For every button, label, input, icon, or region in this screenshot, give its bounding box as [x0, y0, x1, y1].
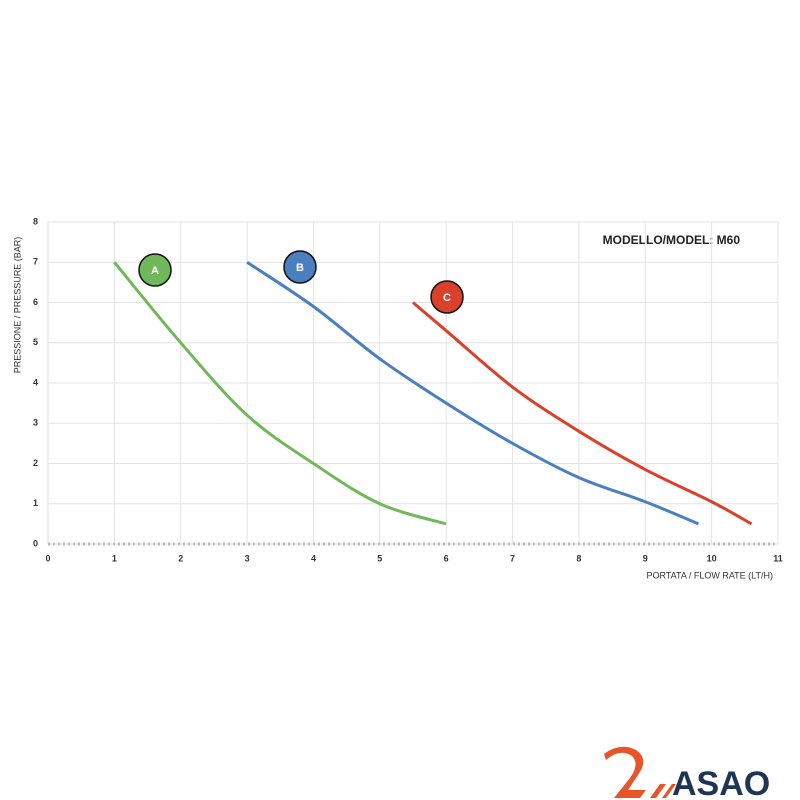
legend-label: C [443, 292, 451, 304]
y-tick-label: 7 [33, 257, 38, 267]
x-tick-label: 11 [773, 553, 783, 563]
series-line [113, 261, 447, 526]
y-tick-label: 1 [33, 498, 38, 508]
y-tick-label: 2 [33, 458, 38, 468]
x-tick-label: 4 [311, 553, 316, 563]
x-tick-label: 1 [112, 553, 117, 563]
logo: ASAO [604, 746, 770, 800]
x-tick-label: 8 [576, 553, 581, 563]
x-tick-label: 7 [510, 553, 515, 563]
legend-label: A [151, 265, 159, 277]
y-axis-label: PRESSIONE / PRESSURE (BAR) [12, 237, 22, 374]
x-tick-label: 10 [707, 553, 717, 563]
series-line [412, 301, 753, 526]
x-tick-label: 0 [45, 553, 50, 563]
x-tick-label: 5 [377, 553, 382, 563]
y-tick-label: 4 [33, 377, 38, 387]
logo-text: ASAO [672, 765, 770, 800]
series-line [246, 261, 699, 526]
logo-stripes [650, 784, 676, 798]
series-badge [430, 280, 464, 314]
x-tick-label: 9 [643, 553, 648, 563]
series-badge [138, 253, 172, 287]
x-axis-label: PORTATA / FLOW RATE (LT/H) [646, 570, 773, 580]
legend-label: B [296, 262, 304, 274]
x-tick-label: 2 [178, 553, 183, 563]
y-tick-label: 8 [33, 216, 38, 226]
logo-mark [604, 746, 646, 798]
y-tick-label: 0 [33, 538, 38, 548]
x-tick-label: 3 [245, 553, 250, 563]
y-tick-label: 3 [33, 418, 38, 428]
y-tick-label: 6 [33, 297, 38, 307]
series-badge [283, 250, 317, 284]
chart-title: MODELLO/MODEL: M60 [603, 233, 741, 247]
x-tick-label: 6 [444, 553, 449, 563]
y-tick-label: 5 [33, 337, 38, 347]
